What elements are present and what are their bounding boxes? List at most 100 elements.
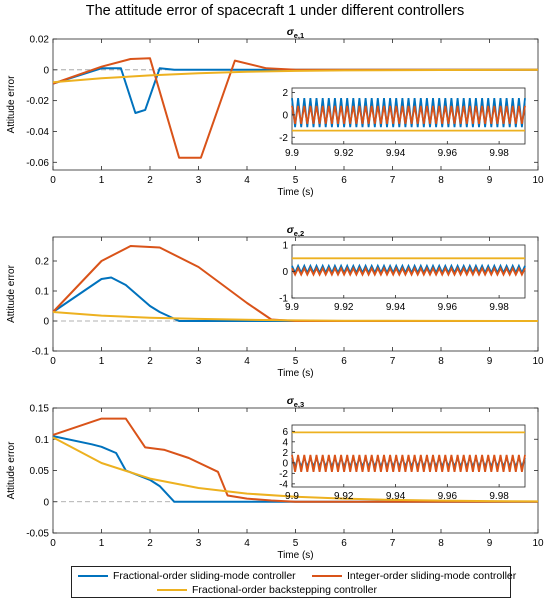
y-tick-label: -0.04: [26, 127, 49, 138]
inset-x-tick-label: 9.98: [489, 302, 509, 313]
x-tick-label: 9: [487, 538, 493, 549]
x-tick-label: 4: [244, 538, 250, 549]
series-line: [52, 68, 539, 84]
x-axis-label: Time (s): [277, 550, 313, 561]
inset-x-tick-label: 9.94: [386, 302, 406, 313]
inset-y-tick-label: -2: [279, 133, 288, 144]
figure-title: The attitude error of spacecraft 1 under…: [85, 3, 465, 19]
x-tick-label: 6: [341, 175, 347, 186]
inset-y-tick-label: -4: [279, 479, 288, 490]
inset-x-tick-label: 9.9: [285, 148, 299, 159]
x-tick-label: 2: [147, 175, 153, 186]
legend-swatch: [157, 589, 187, 591]
x-tick-label: 0: [50, 356, 56, 367]
inset-y-tick-label: 4: [282, 437, 288, 448]
series-line: [52, 276, 538, 322]
x-axis-label: Time (s): [277, 368, 313, 379]
x-tick-label: 4: [244, 175, 250, 186]
series-line: [52, 417, 538, 503]
panel-title-sub: e,3: [294, 400, 304, 409]
x-tick-label: 10: [532, 175, 544, 186]
x-tick-label: 10: [532, 356, 544, 367]
x-tick-label: 3: [196, 175, 202, 186]
x-tick-label: 0: [50, 175, 56, 186]
series-line: [52, 436, 539, 503]
inset-series-line: [291, 266, 526, 277]
inset-x-tick-label: 9.96: [438, 302, 458, 313]
legend-swatch: [312, 575, 342, 577]
x-tick-label: 1: [99, 356, 105, 367]
panel-title-sub: e,2: [294, 229, 304, 238]
inset-y-tick-label: 0: [282, 110, 288, 121]
inset-x-tick-label: 9.96: [438, 491, 458, 502]
y-tick-label: 0.1: [35, 287, 49, 298]
inset-x-tick-label: 9.92: [334, 491, 354, 502]
inset-y-tick-label: -1: [279, 294, 288, 305]
panel-title: σe,1: [287, 26, 304, 40]
panel-title: σe,2: [287, 224, 304, 238]
legend: Fractional-order sliding-mode controller…: [71, 566, 516, 598]
y-tick-label: 0.1: [35, 435, 49, 446]
y-axis-label: Attitude error: [6, 264, 17, 322]
inset-x-tick-label: 9.98: [489, 148, 509, 159]
x-tick-label: 8: [438, 538, 444, 549]
y-tick-label: -0.02: [26, 96, 49, 107]
y-tick-label: 0: [43, 65, 49, 76]
x-tick-label: 10: [532, 538, 544, 549]
inset-plot: 9.9 9.92 9.94 9.96 9.98 1 0 -1: [279, 241, 526, 313]
inset-y-tick-label: 2: [282, 448, 288, 459]
legend-item-integer-smc: Integer-order sliding-mode controller: [312, 570, 516, 582]
y-tick-label: 0.05: [30, 466, 50, 477]
panel-title-main: σ: [287, 26, 295, 38]
inset-y-tick-label: 2: [282, 88, 288, 99]
x-tick-label: 7: [390, 538, 396, 549]
inset-x-tick-label: 9.92: [334, 148, 354, 159]
x-tick-label: 6: [341, 356, 347, 367]
y-axis-label: Attitude error: [6, 441, 17, 499]
inset-series-line: [291, 454, 526, 472]
x-tick-label: 5: [293, 175, 299, 186]
y-tick-label: 0.15: [30, 404, 50, 415]
inset-x-tick-label: 9.9: [285, 302, 299, 313]
x-tick-label: 2: [147, 538, 153, 549]
y-tick-label: 0: [43, 317, 49, 328]
panel-title: σe,3: [287, 395, 304, 409]
x-tick-label: 1: [99, 538, 105, 549]
series-line: [52, 311, 539, 322]
y-tick-label: 0: [43, 497, 49, 508]
x-tick-label: 8: [438, 175, 444, 186]
series-line: [52, 57, 538, 159]
legend-item-fractional-smc: Fractional-order sliding-mode controller: [78, 570, 296, 582]
y-tick-label: 0.02: [30, 35, 50, 46]
inset-series-line: [291, 263, 526, 276]
legend-label: Integer-order sliding-mode controller: [347, 570, 517, 582]
x-tick-label: 7: [390, 356, 396, 367]
x-tick-label: 4: [244, 356, 250, 367]
x-tick-label: 9: [487, 175, 493, 186]
y-tick-label: -0.1: [32, 347, 50, 358]
panel-title-main: σ: [287, 395, 295, 407]
inset-plot: 9.9 9.92 9.94 9.96 9.98 2 0 -2: [279, 87, 526, 159]
inset-x-tick-label: 9.96: [438, 148, 458, 159]
panel-title-sub: e,1: [294, 31, 304, 40]
inset-y-tick-label: 0: [282, 267, 288, 278]
x-tick-label: 3: [196, 356, 202, 367]
inset-x-tick-label: 9.98: [489, 491, 509, 502]
x-tick-label: 2: [147, 356, 153, 367]
panel-title-main: σ: [287, 224, 295, 236]
y-axis-label: Attitude error: [6, 75, 17, 133]
x-tick-label: 9: [487, 356, 493, 367]
x-axis-label: Time (s): [277, 187, 313, 198]
x-tick-label: 6: [341, 538, 347, 549]
inset-y-tick-label: 6: [282, 427, 288, 438]
chart-panel-1: 0 1 2 3 4 5 6 7 8 9 10 0.02 0 -0.02 -0.04 -0.06 Time (s)…: [6, 26, 544, 198]
inset-x-tick-label: 9.92: [334, 302, 354, 313]
inset-y-tick-label: 0: [282, 458, 288, 469]
x-tick-label: 3: [196, 538, 202, 549]
inset-x-tick-label: 9.94: [386, 491, 406, 502]
x-tick-label: 5: [293, 538, 299, 549]
